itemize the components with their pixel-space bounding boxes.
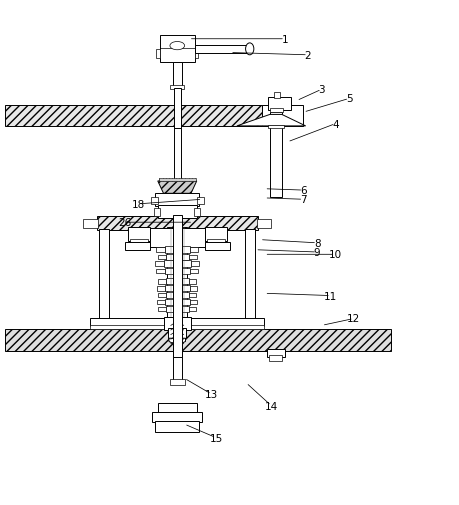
- Text: 13: 13: [205, 389, 218, 399]
- Bar: [158, 178, 196, 182]
- Bar: [173, 89, 180, 129]
- Bar: [190, 269, 198, 274]
- Text: 26: 26: [118, 218, 131, 228]
- Bar: [269, 356, 282, 361]
- Bar: [150, 229, 204, 248]
- Text: 6: 6: [299, 186, 306, 196]
- Bar: [151, 197, 157, 205]
- Bar: [194, 50, 198, 59]
- Bar: [168, 328, 186, 338]
- Bar: [206, 240, 224, 244]
- Bar: [165, 292, 188, 298]
- Bar: [190, 300, 197, 305]
- Bar: [157, 206, 196, 218]
- Bar: [124, 243, 150, 250]
- Text: 12: 12: [347, 314, 360, 324]
- Bar: [156, 50, 159, 59]
- Bar: [188, 293, 196, 298]
- Bar: [155, 194, 199, 207]
- Bar: [154, 209, 160, 217]
- Bar: [267, 125, 284, 129]
- Bar: [204, 243, 230, 250]
- Bar: [266, 349, 285, 357]
- Polygon shape: [168, 338, 185, 346]
- Bar: [128, 227, 150, 241]
- Text: 4: 4: [331, 119, 338, 129]
- Bar: [256, 220, 271, 228]
- Bar: [190, 286, 197, 291]
- Bar: [164, 247, 190, 254]
- Bar: [173, 129, 180, 193]
- Bar: [267, 98, 290, 111]
- Bar: [155, 421, 199, 432]
- Bar: [163, 261, 190, 267]
- Bar: [97, 217, 257, 230]
- Bar: [190, 248, 198, 252]
- Polygon shape: [236, 115, 305, 127]
- Bar: [245, 230, 255, 326]
- Bar: [169, 380, 184, 385]
- Text: 14: 14: [264, 401, 277, 411]
- Bar: [204, 227, 226, 241]
- Text: 2: 2: [304, 50, 311, 61]
- Bar: [172, 63, 181, 88]
- Bar: [188, 279, 196, 284]
- Bar: [156, 248, 164, 252]
- Bar: [83, 220, 98, 228]
- Bar: [129, 240, 148, 244]
- Bar: [5, 106, 262, 127]
- Bar: [157, 255, 165, 260]
- Bar: [270, 109, 283, 113]
- Bar: [165, 279, 188, 284]
- Bar: [188, 307, 196, 312]
- Bar: [194, 45, 249, 54]
- Text: 7: 7: [299, 195, 306, 205]
- Bar: [164, 285, 190, 291]
- Bar: [172, 216, 181, 358]
- Bar: [262, 106, 303, 127]
- Bar: [165, 255, 188, 261]
- Bar: [274, 93, 279, 98]
- Ellipse shape: [245, 44, 253, 56]
- Bar: [95, 324, 113, 329]
- Bar: [159, 36, 194, 63]
- Text: 5: 5: [345, 94, 352, 104]
- Text: 1: 1: [281, 35, 288, 44]
- Bar: [241, 324, 258, 329]
- Bar: [158, 307, 165, 312]
- Bar: [99, 230, 109, 326]
- Ellipse shape: [169, 42, 184, 50]
- Bar: [157, 286, 164, 291]
- Bar: [158, 293, 165, 298]
- Text: 10: 10: [328, 250, 341, 260]
- Bar: [164, 299, 190, 305]
- Bar: [196, 197, 203, 205]
- Bar: [158, 279, 165, 284]
- Bar: [194, 209, 200, 217]
- Bar: [165, 306, 188, 312]
- Text: 3: 3: [318, 85, 325, 95]
- Bar: [156, 269, 164, 274]
- Bar: [172, 348, 181, 381]
- Bar: [152, 412, 202, 422]
- Bar: [188, 255, 196, 260]
- Text: 15: 15: [209, 433, 222, 443]
- Bar: [157, 403, 196, 414]
- Text: 8: 8: [313, 238, 320, 248]
- Bar: [5, 329, 390, 351]
- Bar: [164, 268, 190, 275]
- Bar: [269, 113, 281, 197]
- Bar: [167, 227, 187, 319]
- Bar: [163, 318, 190, 330]
- Bar: [157, 300, 164, 305]
- Text: 18: 18: [131, 199, 145, 210]
- Text: 9: 9: [313, 247, 320, 258]
- Polygon shape: [157, 182, 196, 194]
- Bar: [170, 85, 184, 90]
- Bar: [90, 325, 264, 329]
- Bar: [90, 319, 264, 327]
- Text: 11: 11: [324, 291, 337, 301]
- Bar: [190, 262, 199, 266]
- Bar: [155, 262, 163, 266]
